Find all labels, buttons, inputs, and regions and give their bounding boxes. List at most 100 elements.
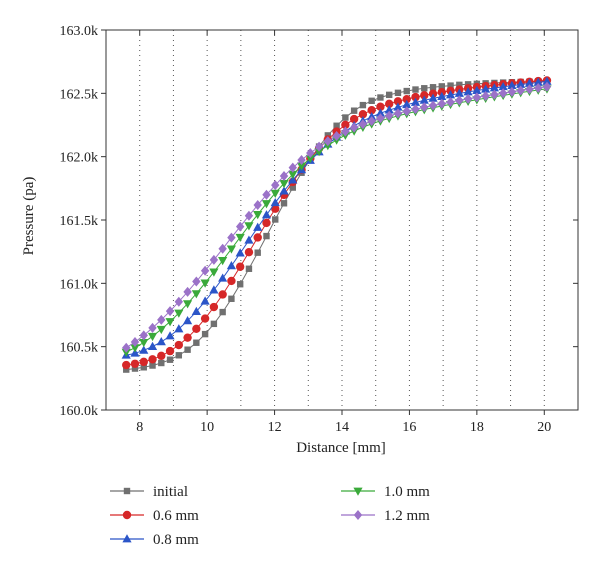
legend-label: initial — [153, 484, 188, 500]
data-point — [375, 108, 386, 117]
data-point — [280, 200, 288, 207]
data-point — [130, 336, 140, 347]
data-point — [542, 81, 552, 92]
data-point — [367, 105, 376, 115]
data-point — [192, 324, 201, 334]
data-point — [191, 306, 201, 315]
data-point — [253, 222, 263, 231]
data-point — [244, 210, 254, 221]
data-point — [253, 211, 263, 220]
data-point — [314, 141, 324, 152]
data-point — [429, 84, 437, 91]
data-point — [200, 279, 210, 288]
series-line — [126, 80, 548, 356]
data-point — [288, 162, 297, 173]
data-point — [289, 184, 296, 191]
data-point — [139, 338, 149, 348]
data-point — [542, 76, 552, 85]
data-point — [149, 362, 156, 369]
legend-label: 1.2 mm — [384, 508, 430, 524]
data-point — [393, 97, 403, 106]
data-point — [165, 346, 175, 356]
series-layer — [121, 76, 552, 373]
data-point — [157, 314, 166, 325]
data-point — [446, 97, 455, 108]
data-point — [507, 80, 517, 90]
data-point — [156, 325, 166, 335]
data-point — [226, 261, 237, 270]
data-point — [403, 87, 410, 95]
series-0-6-mm — [122, 76, 552, 370]
data-point — [349, 114, 359, 124]
data-point — [358, 110, 368, 119]
data-point — [472, 85, 482, 94]
data-point — [419, 95, 429, 104]
data-point — [227, 276, 236, 286]
data-point — [341, 126, 350, 137]
data-point — [122, 342, 131, 353]
data-point — [165, 331, 175, 340]
legend-label: 1.0 mm — [384, 484, 430, 500]
data-point — [227, 232, 236, 243]
data-point — [437, 98, 446, 109]
legend-marker — [123, 487, 131, 495]
data-point — [245, 265, 253, 272]
data-point — [420, 91, 429, 100]
data-point — [463, 87, 473, 96]
data-point — [218, 273, 228, 282]
data-point — [147, 332, 158, 342]
data-point — [359, 101, 367, 109]
data-point — [437, 91, 447, 101]
data-point — [182, 300, 193, 309]
data-point — [165, 306, 175, 317]
data-point — [394, 89, 402, 97]
y-tick-label: 163.0k — [60, 24, 99, 39]
data-point — [254, 249, 261, 256]
data-point — [463, 93, 473, 104]
data-point — [218, 243, 227, 254]
data-point — [455, 95, 464, 106]
data-point — [166, 356, 174, 363]
data-point — [174, 324, 184, 333]
data-point — [377, 94, 384, 101]
data-point — [235, 262, 245, 271]
y-tick-label: 160.5k — [60, 341, 99, 356]
axis-ticks: 8 10 12 14 16 18 20 160.0k 160.5k 161.0k 161.5k 162… — [60, 24, 578, 435]
legend-marker — [122, 534, 132, 543]
data-point — [209, 268, 219, 277]
data-point — [209, 302, 219, 312]
data-point — [210, 320, 218, 328]
y-tick-label: 162.0k — [60, 151, 99, 166]
data-point — [533, 77, 543, 86]
data-point — [130, 359, 140, 368]
x-tick-label: 12 — [268, 420, 282, 435]
data-point — [200, 265, 210, 276]
data-point — [367, 116, 376, 127]
data-point — [244, 235, 254, 244]
data-point — [244, 222, 254, 231]
data-point — [157, 351, 166, 360]
data-point — [410, 97, 421, 106]
data-point — [358, 119, 368, 130]
legend-item: 0.6 mm — [110, 508, 199, 524]
data-point — [272, 216, 279, 223]
data-point — [235, 233, 245, 243]
data-point — [498, 81, 508, 91]
data-point — [235, 248, 245, 257]
data-point — [447, 82, 454, 89]
data-point — [183, 333, 192, 342]
data-point — [428, 93, 438, 102]
data-point — [376, 113, 385, 124]
data-point — [228, 295, 235, 302]
data-point — [481, 90, 490, 101]
x-tick-label: 18 — [470, 420, 484, 435]
data-point — [174, 296, 184, 307]
data-point — [182, 316, 193, 325]
data-point — [445, 90, 456, 99]
data-point — [191, 290, 201, 299]
data-point — [534, 83, 543, 94]
data-point — [386, 91, 393, 99]
data-point — [402, 94, 411, 104]
data-point — [218, 290, 227, 299]
data-point — [306, 147, 315, 158]
